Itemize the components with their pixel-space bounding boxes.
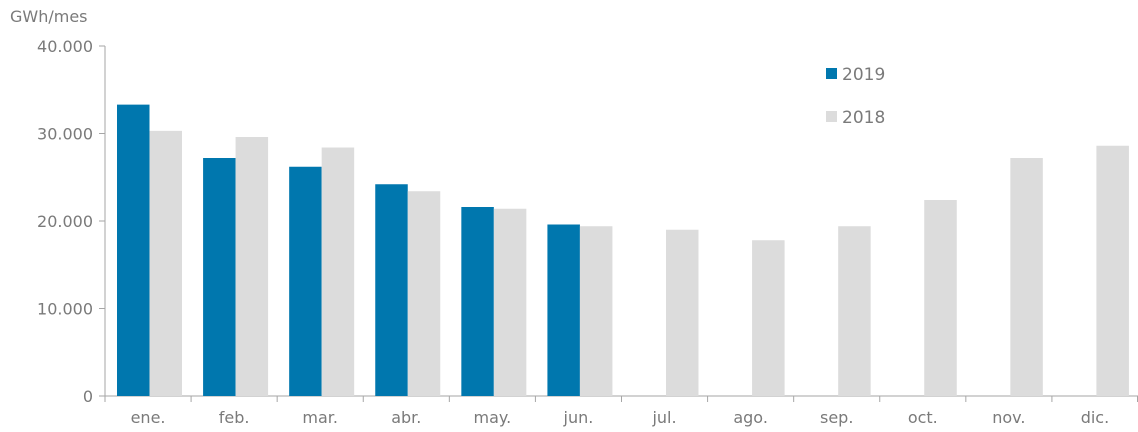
x-tick-label: may.	[474, 408, 512, 427]
legend-swatch-2018	[826, 111, 837, 122]
x-tick-label: ago.	[733, 408, 768, 427]
x-axis: ene. feb. mar. abr. may. jun. jul. ago. sep. oct.…	[104, 395, 1138, 427]
bar-2018-ene	[149, 130, 182, 396]
x-tick-label: sep.	[820, 408, 853, 427]
x-tick-label: jul.	[651, 408, 676, 427]
x-tick-label: feb.	[219, 408, 250, 427]
y-tick-label: 10.000	[37, 300, 93, 319]
bar-2019-may	[461, 207, 494, 396]
y-tick-label: 40.000	[37, 37, 93, 56]
y-tick-label: 0	[83, 387, 93, 406]
legend-label-2018: 2018	[842, 108, 885, 128]
y-axis: 0 10.000 20.000 30.000 40.000	[37, 37, 106, 406]
x-tick-label: dic.	[1081, 408, 1109, 427]
bar-2018-oct	[924, 200, 957, 396]
bar-2018-jun	[579, 226, 613, 396]
legend: 2019 2018	[826, 65, 885, 128]
bar-2018-nov	[1010, 158, 1043, 396]
bar-2019-mar	[289, 166, 322, 396]
x-tick-label: nov.	[992, 408, 1025, 427]
bar-2018-sep	[838, 226, 871, 396]
y-axis-title: GWh/mes	[10, 7, 88, 26]
x-tick-label: ene.	[131, 408, 166, 427]
bar-2018-feb	[235, 137, 269, 396]
legend-label-2019: 2019	[842, 65, 885, 85]
bar-2019-jun	[547, 224, 580, 396]
x-tick-label: abr.	[391, 408, 421, 427]
y-tick-label: 30.000	[37, 125, 93, 144]
bar-2018-jul	[666, 229, 699, 396]
x-tick-label: oct.	[908, 408, 938, 427]
y-tick-label: 20.000	[37, 212, 93, 231]
bar-2018-ago	[752, 240, 785, 396]
x-tick-label: jun.	[563, 408, 594, 427]
bar-2018-abr	[407, 191, 441, 396]
bar-2019-ene	[117, 104, 150, 396]
bar-2019-feb	[203, 158, 236, 396]
bar-2018-may	[493, 208, 527, 396]
bars	[117, 104, 1129, 396]
bar-2018-mar	[321, 147, 355, 396]
x-tick-label: mar.	[302, 408, 338, 427]
bar-2019-abr	[375, 184, 408, 396]
bar-2018-dic	[1096, 145, 1129, 396]
legend-swatch-2019	[826, 68, 837, 79]
